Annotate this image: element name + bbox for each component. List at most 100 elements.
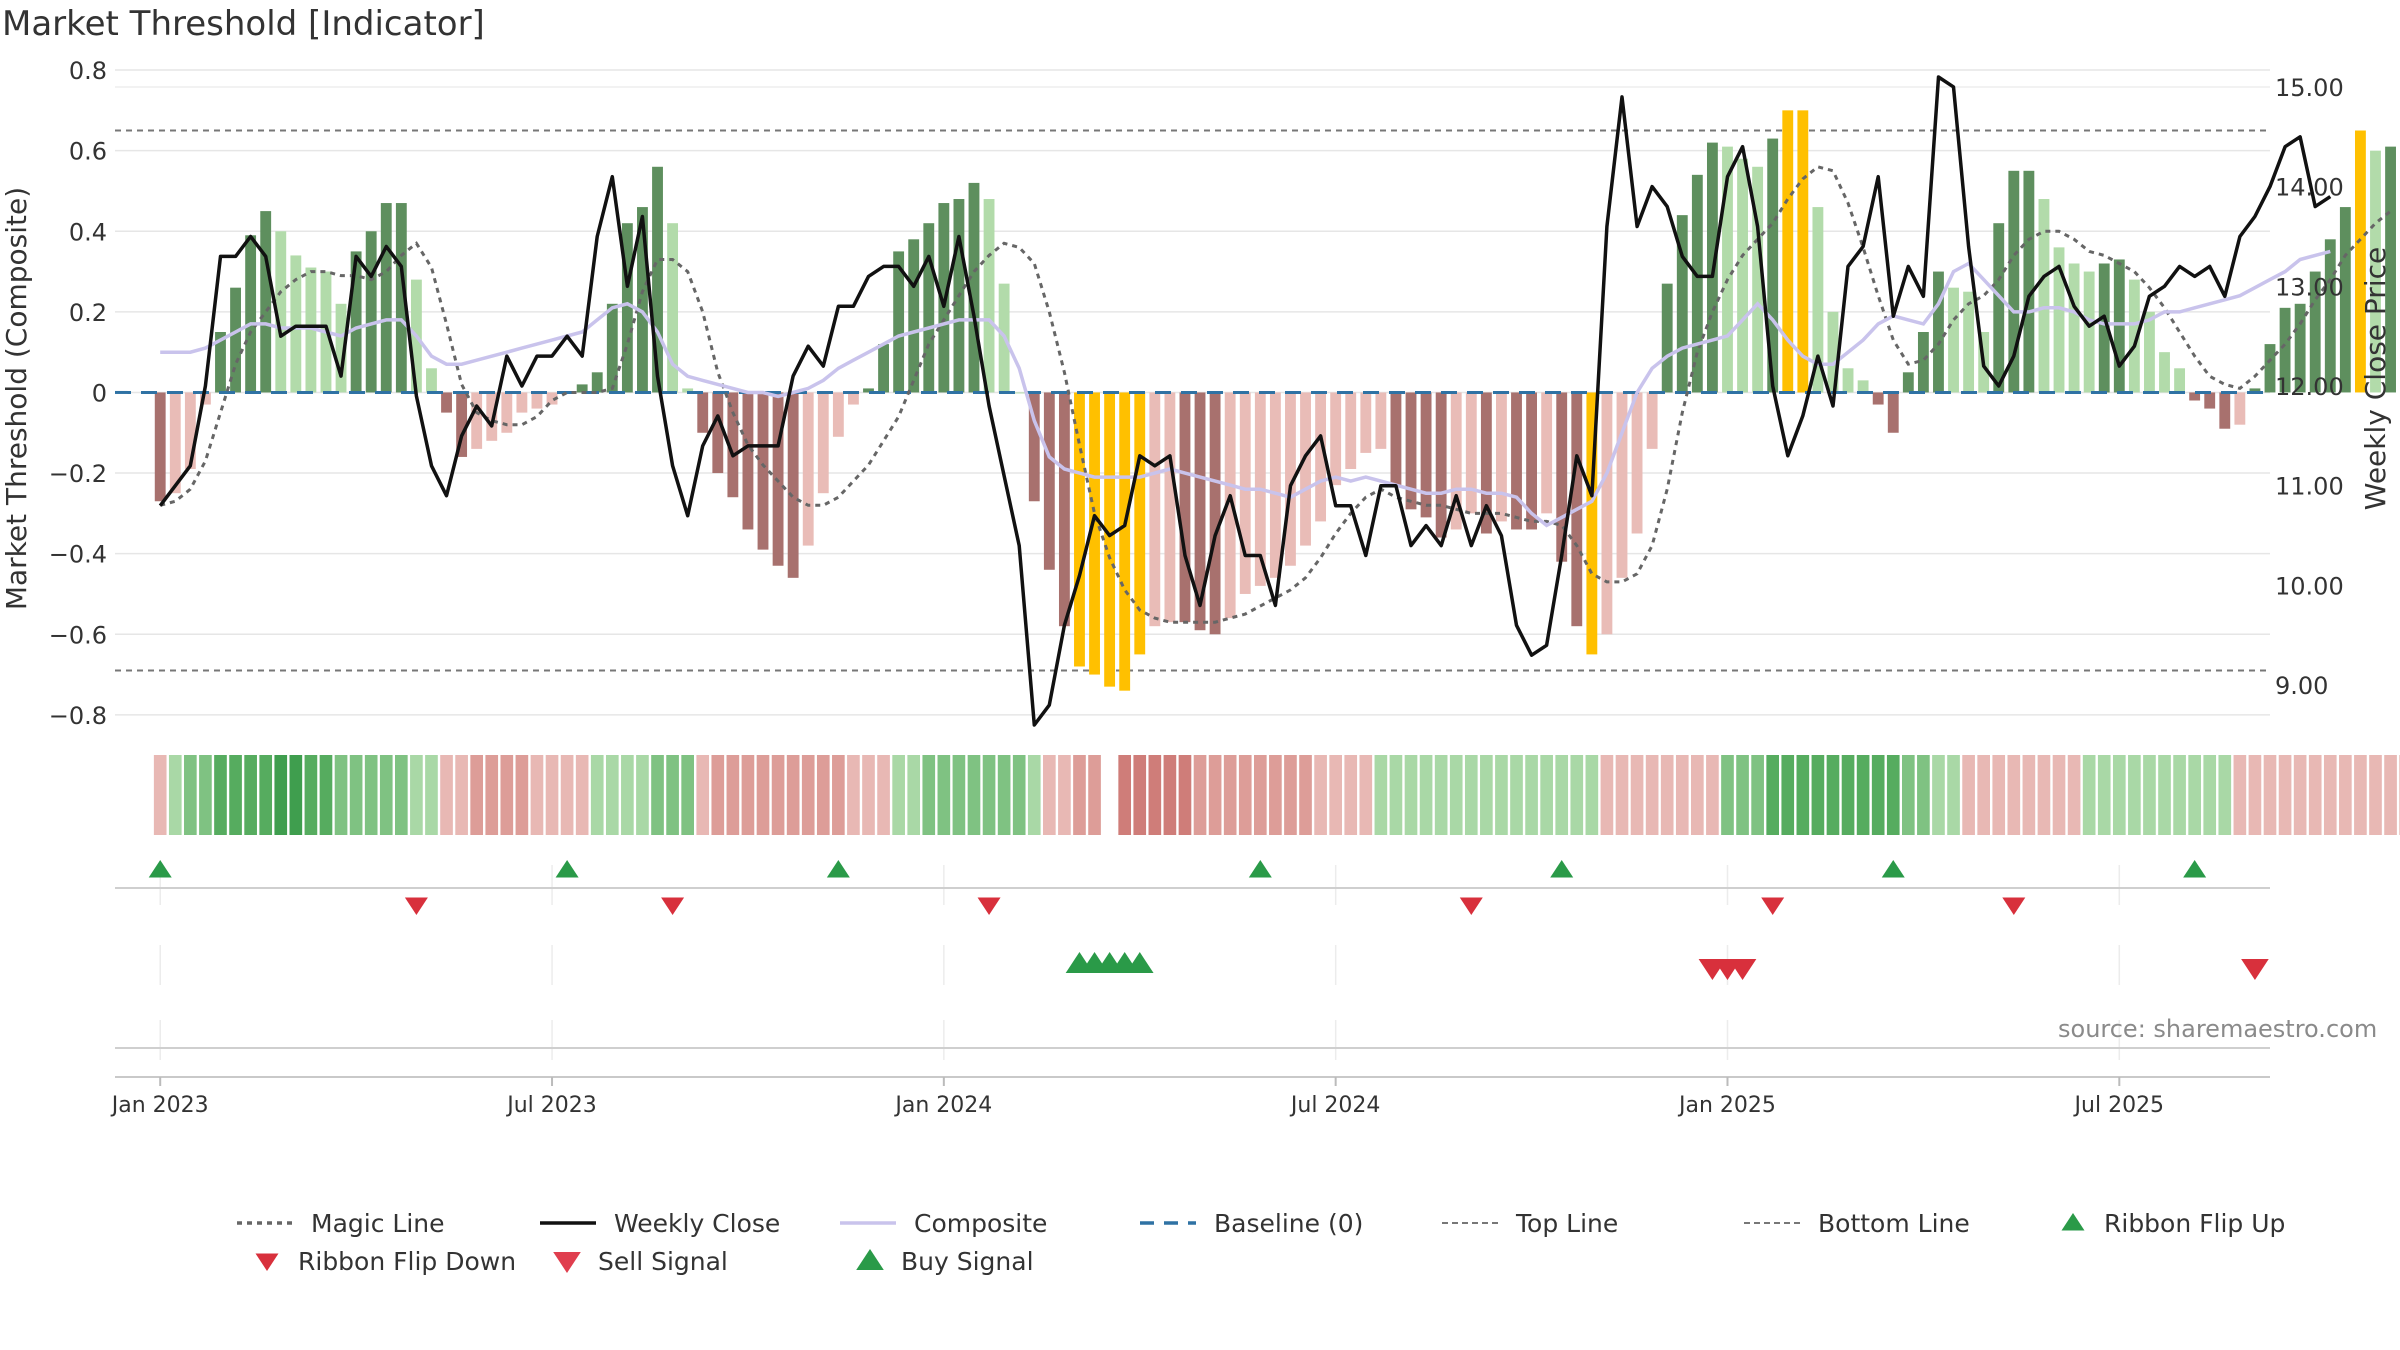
ribbon-cell — [877, 755, 890, 835]
x-tick-label: Jan 2023 — [110, 1093, 209, 1118]
composite-bar — [154, 392, 166, 502]
ribbon-cell — [801, 755, 815, 835]
composite-bar — [1013, 392, 1025, 394]
ribbon-cell — [274, 755, 288, 835]
composite-bar — [727, 392, 739, 498]
ribbon-cell — [1073, 755, 1086, 835]
legend: Magic Line Weekly Close Composite Baseline … — [0, 1200, 2400, 1280]
composite-bar — [395, 203, 407, 393]
ribbon-cell — [1510, 755, 1523, 835]
ribbon-cell — [907, 755, 921, 835]
ribbon-cell — [726, 755, 740, 835]
ribbon-cell — [590, 755, 604, 835]
ribbon-cell — [922, 755, 936, 835]
composite-bar — [365, 231, 377, 393]
ribbon-cell — [1344, 755, 1358, 835]
ribbon-flip-up-marker — [555, 860, 579, 878]
composite-bar — [245, 235, 257, 393]
composite-bar — [184, 392, 196, 470]
composite-bar — [2144, 311, 2155, 393]
ribbon-cell — [2354, 755, 2367, 835]
ribbon-cell — [1118, 755, 1132, 835]
ribbon-cell — [892, 755, 905, 835]
legend-item-top: Top Line — [1440, 1208, 1618, 1238]
ribbon-cell — [605, 755, 619, 835]
ribbon-cell — [168, 755, 182, 835]
y-tick-label: −0.2 — [49, 460, 107, 488]
composite-bar — [1269, 392, 1281, 578]
composite-bar — [1300, 392, 1311, 546]
composite-bar — [2008, 170, 2020, 393]
composite-bar — [1119, 392, 1131, 691]
ribbon-cell — [184, 755, 197, 835]
composite-bar — [2309, 271, 2321, 393]
composite-bar — [1722, 146, 1733, 393]
composite-bar — [1089, 392, 1100, 675]
ribbon-cell — [334, 755, 348, 835]
ribbon-cell — [2293, 755, 2307, 835]
ribbon-cell — [470, 755, 484, 835]
composite-bar — [1616, 392, 1628, 578]
ribbon-cell — [1826, 755, 1840, 835]
ribbon-cell — [289, 755, 303, 835]
legend-label: Buy Signal — [901, 1246, 1034, 1276]
y2-tick-label: 13.00 — [2275, 273, 2344, 301]
ribbon-flip-down-marker — [404, 897, 428, 915]
composite-bar — [2339, 207, 2351, 393]
composite-bar — [275, 231, 287, 393]
composite-bar — [1074, 392, 1085, 667]
y-tick-label: 0 — [92, 379, 107, 407]
ribbon-cell — [425, 755, 438, 835]
composite-bar — [1526, 392, 1537, 530]
ribbon-cell — [153, 755, 167, 835]
ribbon-cell — [1133, 755, 1147, 835]
composite-bar — [380, 203, 392, 393]
composite-bar — [456, 392, 468, 457]
composite-bar — [1902, 372, 1914, 393]
ribbon-cell — [2097, 755, 2111, 835]
y-axis-label: Market Threshold (Composite) — [0, 187, 33, 610]
ribbon-cell — [1962, 755, 1975, 835]
legend-label: Baseline (0) — [1214, 1208, 1364, 1238]
ribbon-cell — [1932, 755, 1945, 835]
composite-bar — [1360, 392, 1372, 453]
composite-bar — [817, 392, 829, 494]
ribbon-cell — [1555, 755, 1569, 835]
ribbon-cell — [1721, 755, 1734, 835]
ribbon-cell — [681, 755, 694, 835]
composite-bar — [2023, 170, 2035, 393]
y-tick-label: −0.8 — [49, 702, 107, 730]
composite-bar — [2279, 307, 2291, 393]
legend-item-magic: Magic Line — [235, 1208, 445, 1238]
ribbon-cell — [1193, 755, 1207, 835]
composite-bar — [1586, 392, 1598, 655]
composite-bar — [1737, 158, 1748, 393]
composite-bar — [667, 223, 679, 393]
ribbon-cell — [621, 755, 634, 835]
composite-bar — [893, 251, 905, 393]
ribbon-cell — [1751, 755, 1764, 835]
ribbon-cell — [2022, 755, 2036, 835]
ribbon-cell — [560, 755, 574, 835]
ribbon-cell — [1871, 755, 1885, 835]
composite-bar — [1043, 392, 1055, 570]
ribbon-cell — [1856, 755, 1870, 835]
ribbon-cell — [847, 755, 860, 835]
composite-bar — [2249, 388, 2261, 393]
composite-bar — [516, 392, 528, 413]
ribbon-cell — [1374, 755, 1388, 835]
ribbon-flip-down-marker — [1761, 897, 1785, 915]
legend-label: Magic Line — [311, 1208, 445, 1238]
legend-label: Weekly Close — [614, 1208, 781, 1238]
legend-item-buy: Buy Signal — [855, 1246, 1034, 1276]
chart-title: Market Threshold [Indicator] — [2, 4, 485, 44]
composite-bar — [863, 388, 874, 393]
composite-bar — [1330, 392, 1342, 486]
y2-tick-label: 12.00 — [2275, 373, 2344, 401]
legend-item-bottom: Bottom Line — [1742, 1208, 1970, 1238]
composite-bar — [968, 182, 980, 393]
ribbon-cell — [1314, 755, 1327, 835]
ribbon-cell — [1630, 755, 1644, 835]
ribbon-cell — [952, 755, 966, 835]
composite-bar — [1691, 174, 1703, 393]
